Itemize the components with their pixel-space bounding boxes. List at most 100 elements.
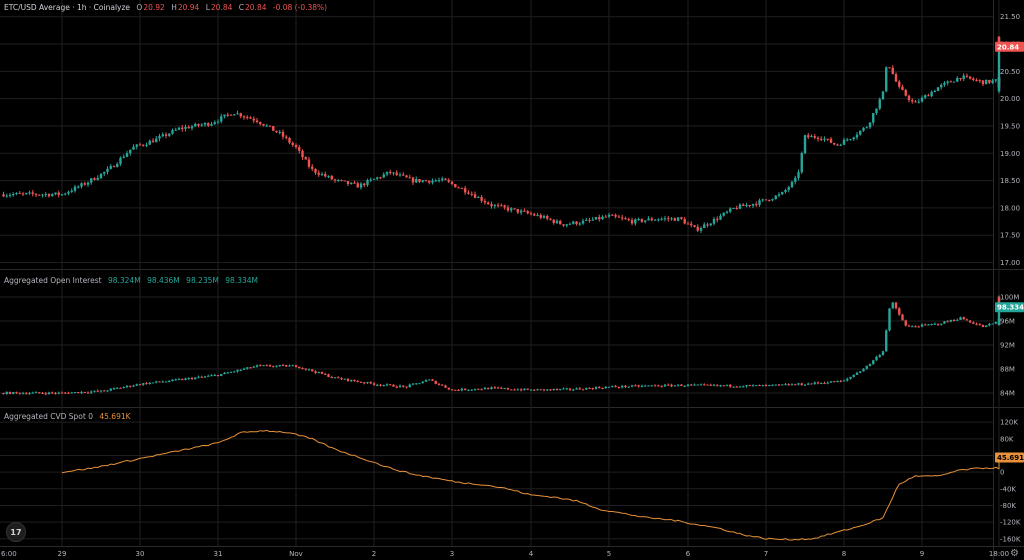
candle-body [777, 384, 781, 386]
candle-body [64, 193, 67, 195]
candle-body [686, 223, 690, 225]
candle-body [67, 191, 70, 194]
candle-body [311, 166, 314, 169]
candle-body [83, 183, 86, 185]
candle-body [978, 80, 981, 82]
x-tick-label: 18:00 [989, 550, 1009, 558]
candle-body [64, 392, 67, 394]
candle-body [997, 296, 1001, 299]
candle-body [220, 374, 223, 376]
candle-body [719, 215, 722, 220]
candle-body [667, 218, 670, 220]
candle-body [207, 123, 210, 126]
candle-body [477, 388, 480, 390]
candle-body [200, 376, 203, 378]
candle-body [673, 385, 677, 387]
candle-body [242, 116, 246, 118]
candle-body [457, 390, 460, 392]
candle-body [539, 389, 542, 391]
candle-body [813, 382, 816, 384]
candle-body [363, 183, 366, 186]
candle-body [307, 159, 311, 167]
candle-body [86, 392, 90, 394]
y-tick-label: 20.00 [1000, 95, 1020, 103]
candle-body [171, 379, 174, 381]
tradingview-logo[interactable]: 17 [6, 522, 26, 542]
candle-body [503, 205, 506, 208]
candle-body [57, 392, 60, 394]
gear-icon[interactable]: ⚙ [1010, 548, 1019, 559]
candle-body [210, 123, 213, 126]
y-tick-label: -80K [1000, 502, 1016, 510]
y-tick-label: 96M [1000, 318, 1015, 326]
candle-body [350, 379, 353, 381]
candle-body [411, 177, 415, 183]
candle-body [398, 385, 402, 388]
candle-body [145, 383, 148, 385]
candle-body [249, 117, 252, 119]
cvd-value: 45.691K [99, 412, 131, 421]
candle-body [265, 125, 268, 127]
last-value-tag-text: 20.84 [997, 43, 1019, 51]
candle-body [197, 376, 200, 378]
candle-body [151, 382, 155, 384]
candle-body [559, 220, 562, 225]
oi-low: 98.235M [186, 276, 219, 285]
candle-body [301, 150, 304, 158]
candle-body [25, 192, 28, 194]
candle-body [125, 385, 129, 388]
candle-body [21, 393, 25, 395]
cvd-series-line [61, 429, 1000, 541]
candle-body [158, 381, 161, 383]
candle-body [447, 387, 450, 390]
candle-body [820, 138, 823, 140]
candle-body [18, 192, 21, 194]
candle-body [742, 386, 745, 388]
candle-body [252, 366, 255, 368]
candle-body [67, 392, 70, 394]
candle-body [855, 372, 859, 375]
candle-body [959, 317, 962, 320]
candle-body [888, 67, 891, 69]
candle-body [917, 101, 920, 103]
candle-body [213, 374, 216, 376]
cvd-legend: Aggregated CVD Spot 0 45.691K [4, 412, 135, 421]
y-tick-label: 17.00 [1000, 259, 1020, 267]
candle-body [891, 67, 894, 75]
candle-body [881, 91, 885, 100]
x-tick-label: 8 [842, 550, 846, 558]
candle-body [28, 192, 31, 194]
candle-body [680, 217, 683, 220]
candle-body [493, 205, 496, 207]
candle-body [467, 389, 470, 391]
candle-body [745, 385, 748, 387]
candle-body [703, 224, 706, 228]
candle-body [575, 388, 578, 390]
candle-body [513, 208, 516, 210]
candle-body [755, 385, 758, 387]
candle-body [911, 100, 914, 102]
candle-body [203, 123, 207, 125]
candle-body [291, 142, 294, 146]
candle-body [450, 181, 454, 185]
candle-body [194, 377, 197, 380]
candle-body [96, 390, 99, 392]
candle-body [787, 384, 790, 386]
candle-body [398, 174, 402, 176]
candle-body [51, 194, 54, 197]
candle-body [454, 184, 457, 188]
candle-body [51, 392, 54, 394]
candle-body [716, 218, 719, 220]
candle-body [585, 219, 588, 221]
candle-body [875, 108, 878, 114]
candle-body [385, 384, 389, 386]
candle-body [320, 173, 324, 175]
candle-body [885, 67, 888, 92]
candle-body [562, 224, 565, 226]
cvd-title: Aggregated CVD Spot 0 [4, 412, 93, 421]
candle-body [709, 384, 712, 386]
candle-body [395, 172, 398, 175]
candle-body [797, 383, 800, 385]
candle-body [317, 371, 320, 373]
